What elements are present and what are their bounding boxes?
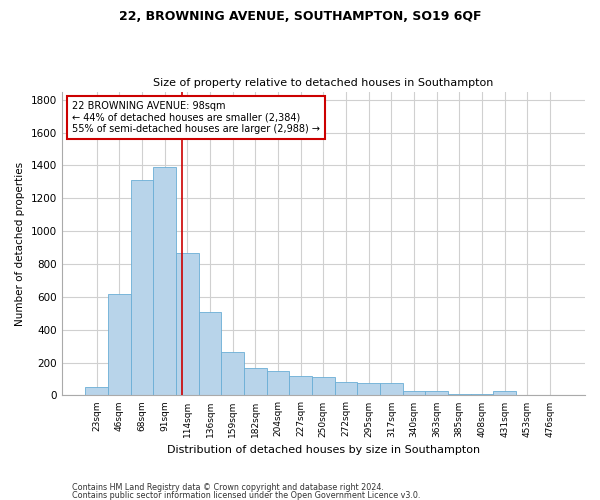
Text: Contains HM Land Registry data © Crown copyright and database right 2024.: Contains HM Land Registry data © Crown c… — [72, 484, 384, 492]
X-axis label: Distribution of detached houses by size in Southampton: Distribution of detached houses by size … — [167, 445, 480, 455]
Bar — [335, 382, 358, 396]
Bar — [403, 390, 425, 396]
Bar — [380, 383, 403, 396]
Bar — [154, 167, 176, 396]
Bar — [176, 252, 199, 396]
Bar — [425, 390, 448, 396]
Y-axis label: Number of detached properties: Number of detached properties — [15, 162, 25, 326]
Bar — [266, 371, 289, 396]
Bar — [221, 352, 244, 396]
Bar — [448, 394, 470, 396]
Bar — [85, 387, 108, 396]
Bar — [108, 294, 131, 396]
Bar — [470, 394, 493, 396]
Bar — [244, 368, 266, 396]
Bar — [516, 394, 539, 396]
Bar — [493, 390, 516, 396]
Bar — [358, 383, 380, 396]
Bar — [312, 376, 335, 396]
Bar — [131, 180, 154, 396]
Title: Size of property relative to detached houses in Southampton: Size of property relative to detached ho… — [153, 78, 494, 88]
Text: Contains public sector information licensed under the Open Government Licence v3: Contains public sector information licen… — [72, 491, 421, 500]
Text: 22 BROWNING AVENUE: 98sqm
← 44% of detached houses are smaller (2,384)
55% of se: 22 BROWNING AVENUE: 98sqm ← 44% of detac… — [72, 100, 320, 134]
Text: 22, BROWNING AVENUE, SOUTHAMPTON, SO19 6QF: 22, BROWNING AVENUE, SOUTHAMPTON, SO19 6… — [119, 10, 481, 23]
Bar — [199, 312, 221, 396]
Bar — [539, 394, 561, 396]
Bar — [289, 376, 312, 396]
